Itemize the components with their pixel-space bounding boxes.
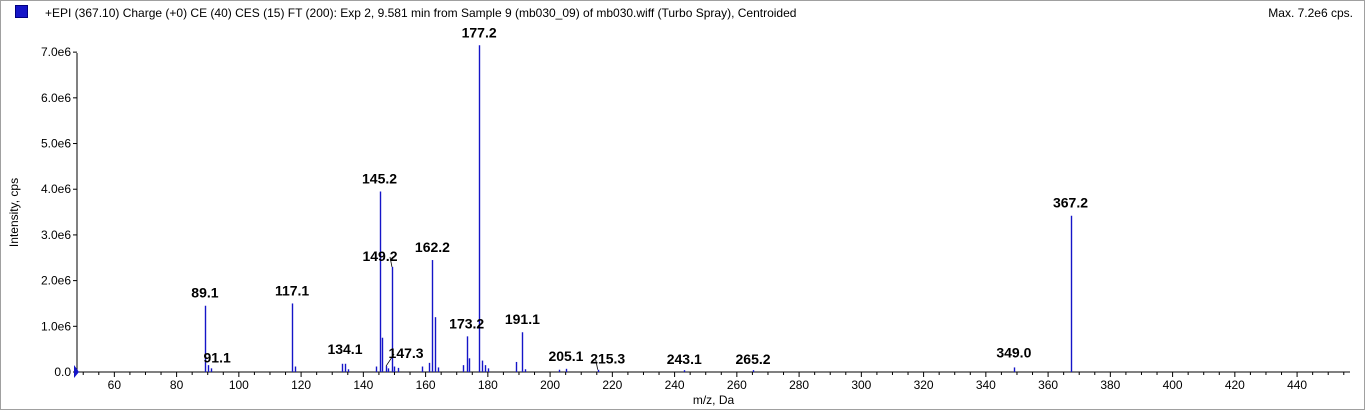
x-tick-label: 240 [665,378,685,392]
x-tick-label: 60 [108,378,122,392]
x-tick-label: 300 [851,378,871,392]
series-color-square [15,5,28,18]
x-tick-label: 200 [540,378,560,392]
x-tick-label: 440 [1287,378,1307,392]
x-tick-label: 280 [789,378,809,392]
peak-label: 205.1 [548,348,583,364]
x-tick-label: 340 [976,378,996,392]
peak-label: 89.1 [191,285,218,301]
peak-label: 243.1 [667,351,702,367]
peak-label: 134.1 [327,341,362,357]
x-tick-label: 380 [1100,378,1120,392]
peak-leader-line [385,353,395,367]
x-tick-label: 80 [170,378,184,392]
x-tick-label: 220 [602,378,622,392]
peak-label: 173.2 [449,315,484,331]
peak-leader-line [595,359,599,370]
y-tick-label: 2.0e6 [41,274,71,288]
peak-label: 349.0 [996,344,1031,360]
y-tick-label: 6.0e6 [41,91,71,105]
x-tick-label: 100 [229,378,249,392]
y-tick-label: 5.0e6 [41,137,71,151]
peak-label: 162.2 [415,239,450,255]
peak-label: 367.2 [1053,195,1088,211]
x-tick-label: 160 [416,378,436,392]
y-axis-ticks: 0.0 1.0e6 2.0e6 3.0e6 4.0e6 5.0e6 6.0e6 7.0e6 [41,45,77,379]
x-tick-label: 140 [353,378,373,392]
peak-leader-line [389,256,393,267]
peak-label: 145.2 [362,171,397,187]
x-tick-label: 320 [914,378,934,392]
peak-label: 215.3 [590,351,625,367]
axis-cursor-marker[interactable] [74,365,79,378]
peak-label: 91.1 [204,349,231,365]
x-tick-label: 400 [1163,378,1183,392]
x-axis-title: m/z, Da [693,393,735,407]
x-tick-label: 180 [478,378,498,392]
max-intensity-label: Max. 7.2e6 cps. [1268,6,1353,20]
y-tick-label: 4.0e6 [41,182,71,196]
x-axis-ticks: 60 80 100 120 140 160 180 200 220 240 260 280 300 320… [82,372,1345,392]
y-tick-label: 3.0e6 [41,228,71,242]
peak-label: 177.2 [462,24,497,40]
peak-labels: 89.1 91.1 117.1 134.1 145.2 147.3 149.2 162.2 17… [191,24,1088,370]
y-tick-label: 0.0 [54,365,71,379]
y-tick-label: 1.0e6 [41,319,71,333]
peak-label: 191.1 [505,311,540,327]
spectrum-title: +EPI (367.10) Charge (+0) CE (40) CES (1… [45,6,797,20]
x-tick-label: 420 [1225,378,1245,392]
x-tick-label: 260 [727,378,747,392]
peak-label: 149.2 [362,248,397,264]
peak-bars [204,45,1073,372]
peak-label: 265.2 [736,351,771,367]
x-tick-label: 360 [1038,378,1058,392]
peak-label: 117.1 [275,282,309,298]
y-axis-title: Intensity, cps [7,178,21,247]
x-tick-label: 120 [291,378,311,392]
y-tick-label: 7.0e6 [41,45,71,59]
peak-label: 147.3 [389,345,424,361]
